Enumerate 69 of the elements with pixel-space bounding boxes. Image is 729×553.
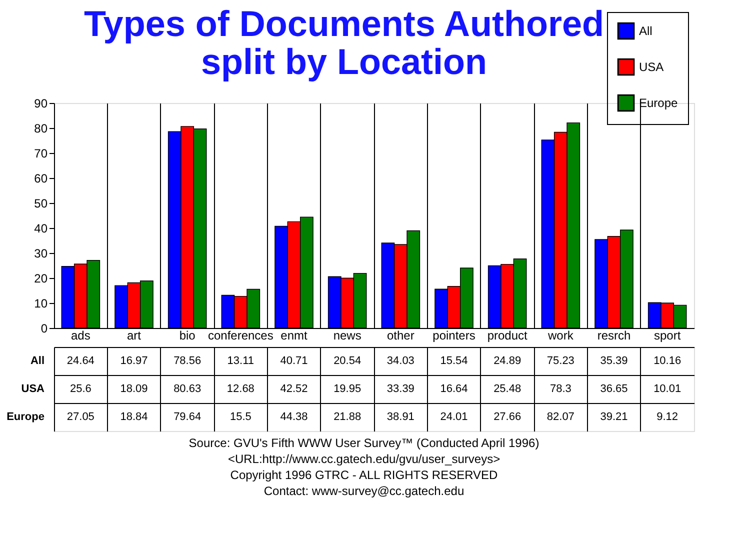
y-tick-label: 50: [34, 196, 48, 210]
data-label: 24.64: [66, 355, 94, 367]
x-tick-label: resrch: [597, 328, 631, 342]
data-label: 39.21: [600, 411, 628, 423]
y-tick-label: 30: [34, 246, 48, 260]
data-label: 15.5: [230, 411, 252, 423]
data-label: 40.71: [280, 355, 308, 367]
data-label: 80.63: [174, 383, 202, 395]
data-label: 25.6: [70, 383, 92, 395]
y-tick-label: 0: [40, 322, 48, 336]
data-label: 33.39: [386, 383, 414, 395]
data-label: 16.97: [120, 355, 148, 367]
data-label: 25.48: [494, 383, 522, 395]
y-tick-label: 70: [34, 146, 48, 160]
data-label: 79.64: [174, 411, 202, 423]
y-tick-label: 10: [34, 296, 48, 310]
data-label: 78.3: [550, 383, 572, 395]
data-label: 13.11: [227, 355, 254, 367]
x-tick-label: news: [333, 328, 362, 342]
data-label: 10.16: [654, 355, 682, 367]
text: <URL:http://www.cc.gatech.edu/gvu/user_surveys>: [228, 452, 500, 466]
x-tick-label: pointers: [432, 328, 476, 342]
data-label: 19.95: [334, 383, 362, 395]
data-label: 78.56: [174, 355, 202, 367]
y-tick-label: 80: [34, 122, 48, 136]
y-tick-label: 20: [34, 272, 48, 286]
data-label: 27.05: [66, 411, 94, 423]
x-tick-label: sport: [654, 328, 682, 342]
data-label: 82.07: [546, 411, 574, 423]
source-note: Source: GVU's Fifth WWW User Survey™ (Conducted April 1996): [188, 436, 540, 450]
text: Copyright 1996 GTRC - ALL RIGHTS RESERVED: [230, 468, 498, 482]
x-tick-label: enmt: [280, 328, 308, 342]
data-label: 38.91: [386, 411, 414, 423]
data-label: 18.84: [120, 411, 148, 423]
x-tick-label: art: [126, 328, 142, 342]
data-label: 27.66: [494, 411, 522, 423]
x-tick-label: product: [487, 328, 528, 342]
data-label: 21.88: [334, 411, 362, 423]
data-label: 10.01: [654, 383, 682, 395]
data-label: 44.38: [280, 411, 308, 423]
text: Europe: [6, 411, 44, 423]
data-label: 42.52: [280, 383, 308, 395]
data-label: 15.54: [440, 355, 468, 367]
data-label: 24.01: [440, 411, 468, 423]
data-label: 20.54: [334, 355, 362, 367]
legend-label: All: [639, 24, 652, 38]
data-label: 75.23: [546, 355, 574, 367]
text: USA: [21, 383, 44, 395]
data-label: 16.64: [440, 383, 468, 395]
x-tick-label: other: [386, 328, 414, 342]
data-label: 35.39: [600, 355, 628, 367]
data-label: 36.65: [600, 383, 628, 395]
data-label: 18.09: [120, 383, 148, 395]
y-tick-label: 60: [34, 172, 48, 186]
legend-label: USA: [639, 60, 664, 74]
text: Contact: www-survey@cc.gatech.edu: [264, 484, 464, 498]
x-tick-label: conferences: [208, 328, 274, 342]
x-tick-label: ads: [70, 328, 90, 342]
data-label: 34.03: [386, 355, 414, 367]
y-tick-label: 40: [34, 222, 48, 236]
legend-label: Europe: [639, 96, 678, 110]
data-label: 9.12: [656, 411, 678, 423]
text: All: [30, 355, 44, 367]
x-tick-label: bio: [179, 328, 196, 342]
data-label: 12.68: [226, 383, 254, 395]
chart-title: Types of Documents Authored split by Location: [84, 3, 604, 82]
y-tick-label: 90: [34, 96, 48, 110]
data-label: 24.89: [494, 355, 522, 367]
x-tick-label: work: [546, 328, 574, 342]
